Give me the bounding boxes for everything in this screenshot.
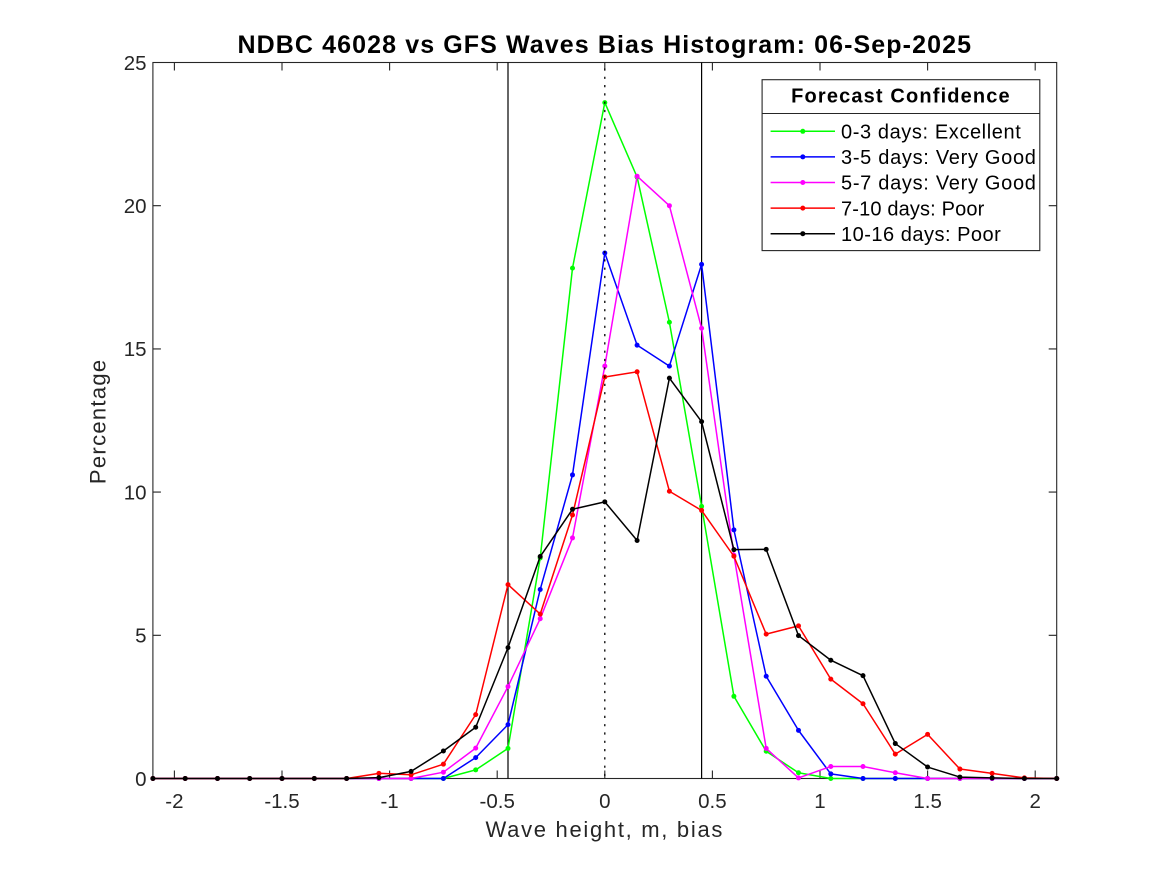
svg-text:7-10 days: Poor: 7-10 days: Poor	[841, 198, 985, 220]
svg-text:2: 2	[1029, 790, 1040, 813]
svg-text:-2: -2	[165, 790, 183, 813]
svg-text:15: 15	[124, 338, 147, 361]
svg-text:1.5: 1.5	[913, 790, 942, 813]
svg-text:10: 10	[124, 481, 147, 504]
svg-text:1: 1	[814, 790, 825, 813]
svg-text:Percentage: Percentage	[86, 359, 111, 485]
svg-text:3-5 days: Very Good: 3-5 days: Very Good	[841, 147, 1037, 169]
svg-text:5: 5	[135, 625, 146, 648]
svg-text:-1: -1	[380, 790, 398, 813]
svg-text:20: 20	[124, 195, 147, 218]
svg-text:0: 0	[135, 768, 146, 791]
svg-text:-1.5: -1.5	[264, 790, 299, 813]
svg-text:-0.5: -0.5	[480, 790, 515, 813]
svg-text:0: 0	[599, 790, 610, 813]
svg-text:10-16 days: Poor: 10-16 days: Poor	[841, 224, 1001, 246]
svg-text:0-3 days: Excellent: 0-3 days: Excellent	[841, 122, 1021, 144]
svg-text:Forecast Confidence: Forecast Confidence	[791, 86, 1011, 108]
svg-text:5-7 days: Very Good: 5-7 days: Very Good	[841, 173, 1037, 195]
svg-text:25: 25	[124, 52, 147, 75]
svg-text:0.5: 0.5	[698, 790, 727, 813]
svg-text:NDBC 46028 vs GFS Waves Bias H: NDBC 46028 vs GFS Waves Bias Histogram: …	[237, 31, 972, 59]
svg-text:Wave height, m, bias: Wave height, m, bias	[485, 817, 724, 842]
